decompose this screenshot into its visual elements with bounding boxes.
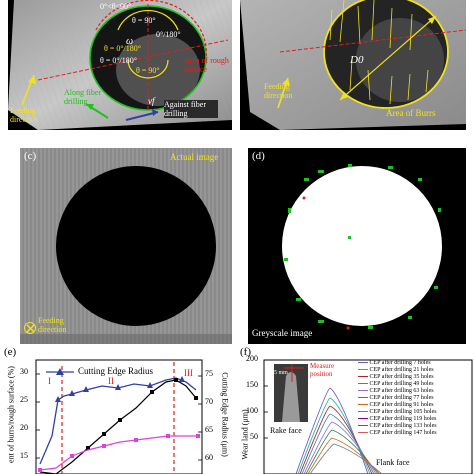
panel-e-letter: (e) — [4, 346, 17, 358]
feed-velocity-label: vf — [148, 96, 155, 106]
y-tick-150: 150 — [246, 380, 258, 389]
legend-item: CEP after drilling 21 holes — [358, 367, 470, 374]
panel-c-drawing — [20, 148, 232, 344]
right-tick-75: 75 — [205, 369, 213, 378]
hole-silhouette — [56, 166, 216, 326]
right-tick-70: 70 — [205, 397, 213, 406]
legend-item-label: CEP after drilling 77 holes — [369, 395, 434, 401]
legend-item: CEP after drilling 77 holes — [358, 395, 470, 402]
angle-label-3: 0°/180° — [156, 30, 181, 39]
along-fiber-label: Along fiber drilling — [64, 88, 102, 106]
stage-i-label: I — [48, 376, 51, 386]
legend-marker — [56, 368, 64, 375]
angle-label-5: θ = 90° — [136, 66, 160, 75]
legend-item-label: CEP after drilling 105 holes — [369, 409, 437, 415]
left-tick-30: 30 — [20, 367, 28, 376]
rake-face-label: Rake face — [270, 426, 302, 435]
legend-item: CEP after drilling 63 holes — [358, 388, 470, 395]
omega-label: ω — [126, 36, 134, 47]
y-tick-200: 200 — [246, 354, 258, 363]
legend-item: CEP after drilling 147 holes — [358, 430, 470, 437]
legend-item-label: CEP after drilling 63 holes — [369, 388, 434, 394]
y-tick-50: 50 — [250, 432, 258, 441]
stage-iii-label: III — [184, 368, 193, 378]
legend-cutting-edge-label: Cutting Edge Radius — [78, 366, 153, 376]
feeding-direction-label-a: Feeding direction — [10, 106, 39, 124]
cutting-edge-markers — [55, 376, 185, 402]
legend-item: CEP after drilling 49 holes — [358, 381, 470, 388]
stage-ii-label: II — [108, 376, 114, 386]
panel-a-drawing — [8, 0, 232, 130]
panel-c-letter: (c) — [24, 150, 37, 162]
legend-item-label: CEP after drilling 49 holes — [369, 381, 434, 387]
legend-list: CEP after drilling 7 holes CEP after dri… — [358, 360, 470, 437]
angle-label-6: θ = 0°/180° — [100, 56, 137, 65]
left-tick-25: 25 — [20, 395, 28, 404]
legend-item: CEP after drilling 105 holes — [358, 409, 470, 416]
panel-f-letter: (f) — [240, 346, 251, 358]
hole-binary — [282, 166, 442, 326]
burr-area-markers — [86, 378, 198, 450]
legend-item-label: CEP after drilling 7 holes — [369, 360, 431, 366]
legend-item-label: CEP after drilling 35 holes — [369, 374, 434, 380]
left-tick-20: 20 — [20, 423, 28, 432]
legend-item: CEP after drilling 91 holes — [358, 402, 470, 409]
legend-item: CEP after drilling 35 holes — [358, 374, 470, 381]
panel-d-drawing — [282, 164, 442, 330]
angle-label-4: θ = 0°/180° — [104, 44, 141, 53]
panel-c-actual-image: (c) Actual image Feeding direction — [20, 148, 232, 344]
panel-f-svg — [263, 359, 473, 474]
y-tick-100: 100 — [246, 406, 258, 415]
legend-item: CEP after drilling 7 holes — [358, 360, 470, 367]
panel-d-greyscale-image: (d) Greyscale image — [248, 148, 466, 344]
actual-image-label: Actual image — [170, 152, 219, 162]
panel-d-letter: (d) — [252, 150, 265, 162]
legend-item-label: CEP after drilling 91 holes — [369, 402, 434, 408]
rough-surface-label: Area of rough surface — [184, 56, 229, 74]
legend-item-label: CEP after drilling 133 holes — [369, 423, 437, 429]
flank-face-label: Flank face — [376, 458, 410, 467]
greyscale-image-label: Greyscale image — [252, 328, 313, 338]
legend-item: CEP after drilling 119 holes — [358, 416, 470, 423]
panel-b-drawing — [240, 0, 466, 130]
panel-b-burr-photo: D0 Area of Burrs Feeding direction — [240, 0, 466, 130]
right-axis-label: Cutting Edge Radius (μm) — [220, 372, 230, 457]
right-tick-65: 65 — [205, 425, 213, 434]
burr-markers — [284, 164, 441, 329]
left-axis-label: ent of burrs/rough surface (%) — [6, 366, 16, 463]
angle-label-2: θ = 90° — [132, 16, 156, 25]
rough-surface-markers — [38, 434, 200, 472]
wear-profile-curves — [295, 387, 383, 474]
angle-label-1: 0°<θ<90° — [100, 2, 132, 11]
scale-bar-label: 5 mm — [274, 370, 288, 376]
panel-a-drilled-hole-photo: 0°<θ<90° θ = 90° 0°/180° θ = 0°/180° θ =… — [8, 0, 232, 130]
diameter-label: D0 — [350, 54, 364, 66]
legend-item-label: CEP after drilling 147 holes — [369, 430, 437, 436]
legend-item-label: CEP after drilling 21 holes — [369, 367, 434, 373]
against-fiber-label: Against fiber drilling — [164, 100, 218, 118]
burrs-area-label: Area of Burrs — [386, 108, 436, 118]
panel-f-chart: (f) 200 150 100 50 Measure position 5 mm… — [238, 346, 474, 474]
rough-surface-series — [39, 435, 198, 471]
feeding-x-icon — [24, 322, 36, 334]
measure-position-label: Measure position — [310, 362, 335, 378]
panel-e-svg — [35, 359, 203, 474]
right-tick-60: 60 — [205, 453, 213, 462]
panel-e-chart: (e) Cutting Edge Radius I II III 30 25 2… — [0, 346, 232, 474]
wear-land-axis-label: Wear land (μm) — [240, 409, 250, 460]
feeding-direction-label-c: Feeding direction — [38, 316, 67, 334]
burr-area-series — [39, 379, 197, 474]
legend-item-label: CEP after drilling 119 holes — [369, 416, 437, 422]
feeding-direction-label-b: Feeding direction — [264, 82, 293, 100]
legend-item: CEP after drilling 133 holes — [358, 423, 470, 430]
hole-boundary-b — [323, 0, 449, 109]
left-tick-15: 15 — [20, 451, 28, 460]
